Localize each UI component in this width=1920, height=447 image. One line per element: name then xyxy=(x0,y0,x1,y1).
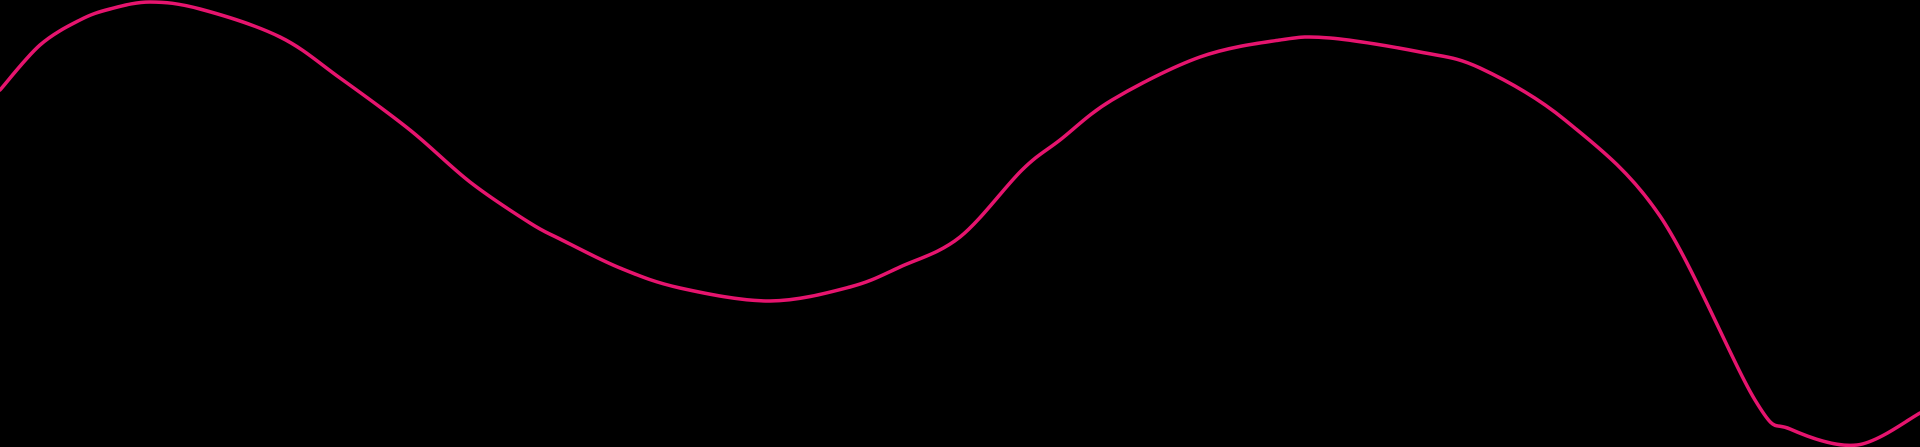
wave-line-chart xyxy=(0,0,1920,447)
wave-curve xyxy=(0,0,1920,447)
black-canvas xyxy=(0,0,1920,447)
